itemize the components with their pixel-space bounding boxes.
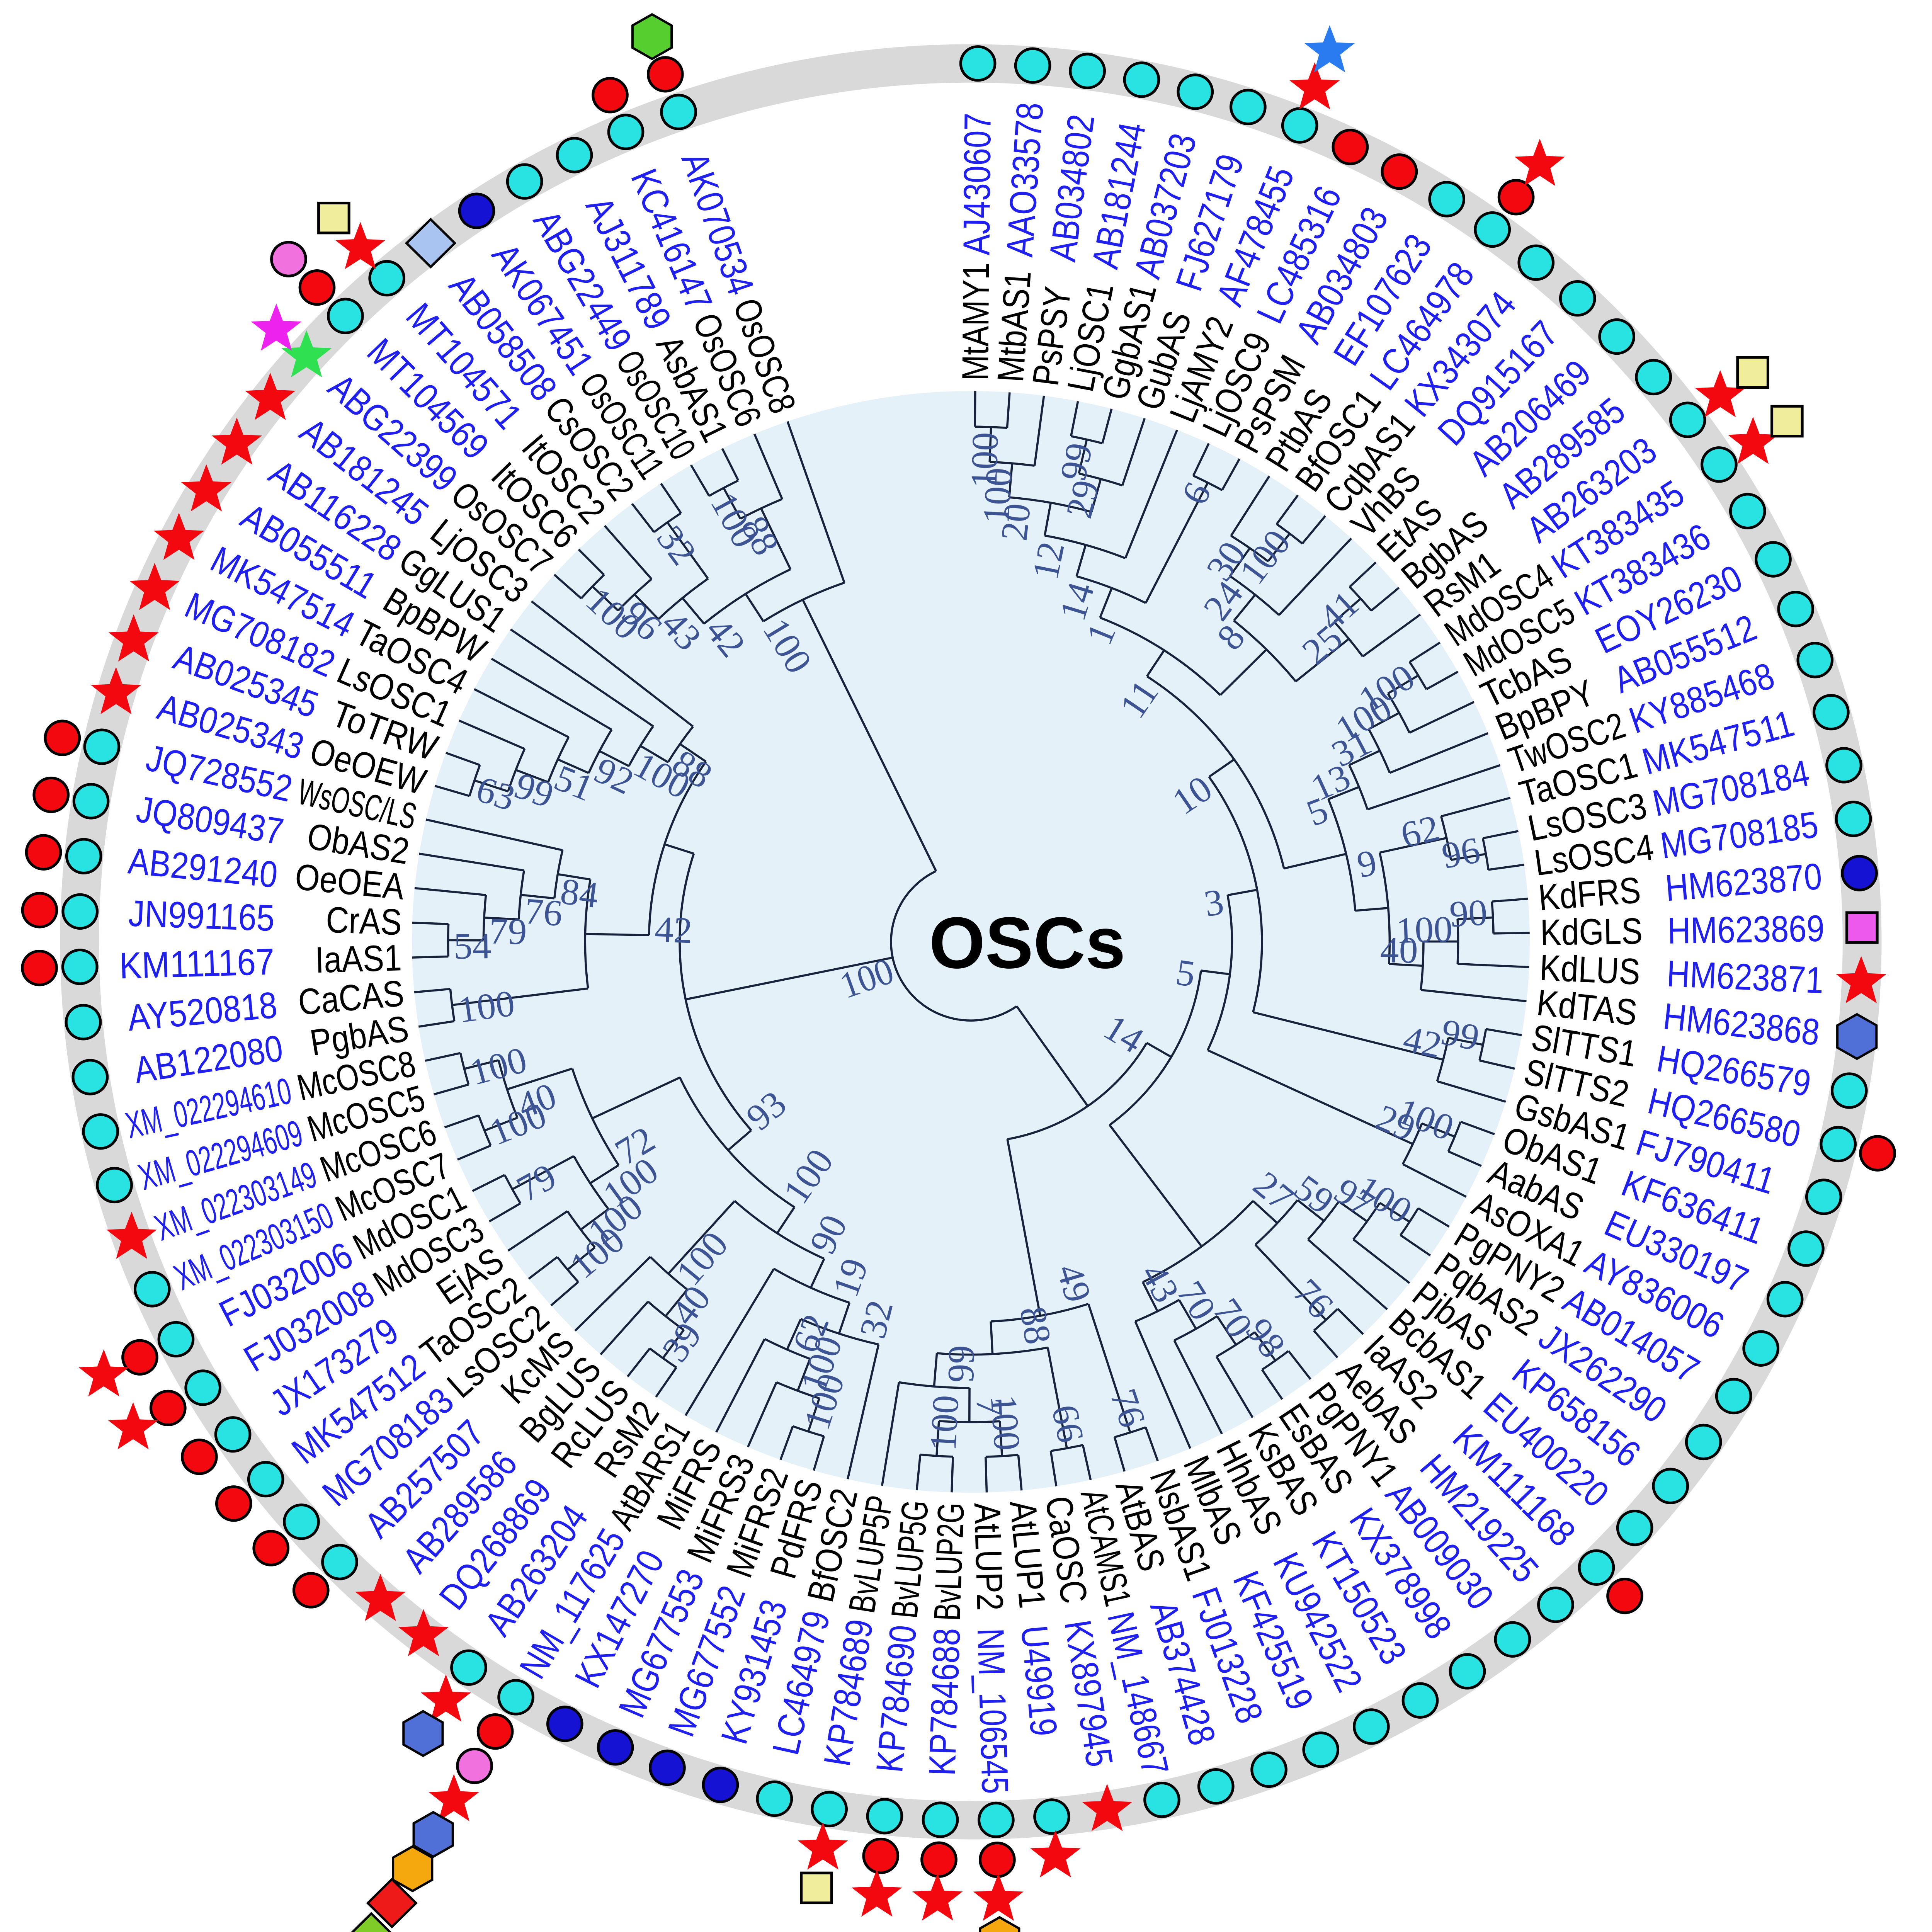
svg-text:100: 100	[963, 432, 1006, 488]
svg-text:42: 42	[654, 908, 693, 951]
svg-text:KdGLS: KdGLS	[1540, 911, 1643, 953]
svg-text:99: 99	[940, 1345, 982, 1383]
svg-text:NM_106545: NM_106545	[969, 1628, 1017, 1794]
svg-text:76: 76	[523, 890, 564, 934]
svg-text:JN991165: JN991165	[128, 892, 275, 939]
svg-text:BvLUP2G: BvLUP2G	[926, 1502, 972, 1621]
svg-text:IaAS1: IaAS1	[315, 937, 402, 981]
svg-text:79: 79	[489, 910, 527, 952]
svg-text:100: 100	[922, 1394, 967, 1452]
svg-text:100: 100	[456, 982, 517, 1031]
svg-text:84: 84	[558, 871, 600, 916]
svg-text:99: 99	[1438, 1011, 1483, 1059]
svg-text:42: 42	[1400, 1018, 1446, 1066]
svg-text:66: 66	[1044, 1401, 1092, 1446]
svg-text:KdFRS: KdFRS	[1537, 869, 1642, 918]
svg-text:AtLUP2: AtLUP2	[966, 1502, 1011, 1611]
svg-text:AtLUP1: AtLUP1	[1002, 1499, 1053, 1610]
svg-text:KM111167: KM111167	[119, 940, 275, 986]
svg-text:MtAMY1: MtAMY1	[954, 262, 997, 381]
svg-text:KP784688: KP784688	[920, 1628, 968, 1777]
svg-text:HM623869: HM623869	[1667, 907, 1825, 951]
svg-text:88: 88	[1012, 1304, 1059, 1347]
svg-text:MtbAS1: MtbAS1	[990, 269, 1039, 383]
svg-text:7: 7	[968, 1397, 1011, 1417]
svg-text:100: 100	[1395, 908, 1453, 951]
svg-text:20: 20	[993, 502, 1038, 543]
svg-text:HM623871: HM623871	[1666, 952, 1825, 1001]
svg-text:40: 40	[1380, 929, 1418, 971]
svg-text:90: 90	[1448, 892, 1488, 935]
svg-text:100: 100	[975, 466, 1020, 524]
svg-text:U49919: U49919	[1013, 1624, 1066, 1738]
svg-text:AJ430607: AJ430607	[955, 113, 999, 256]
svg-text:54: 54	[453, 925, 492, 967]
svg-text:KdLUS: KdLUS	[1539, 947, 1641, 993]
svg-text:CaCAS: CaCAS	[296, 973, 406, 1023]
svg-text:OSCs: OSCs	[929, 902, 1126, 983]
svg-text:100: 100	[983, 1393, 1028, 1452]
svg-text:96: 96	[1439, 829, 1483, 876]
svg-text:CrAS: CrAS	[325, 899, 403, 943]
svg-text:12: 12	[1024, 538, 1072, 583]
svg-text:99: 99	[1052, 439, 1100, 485]
